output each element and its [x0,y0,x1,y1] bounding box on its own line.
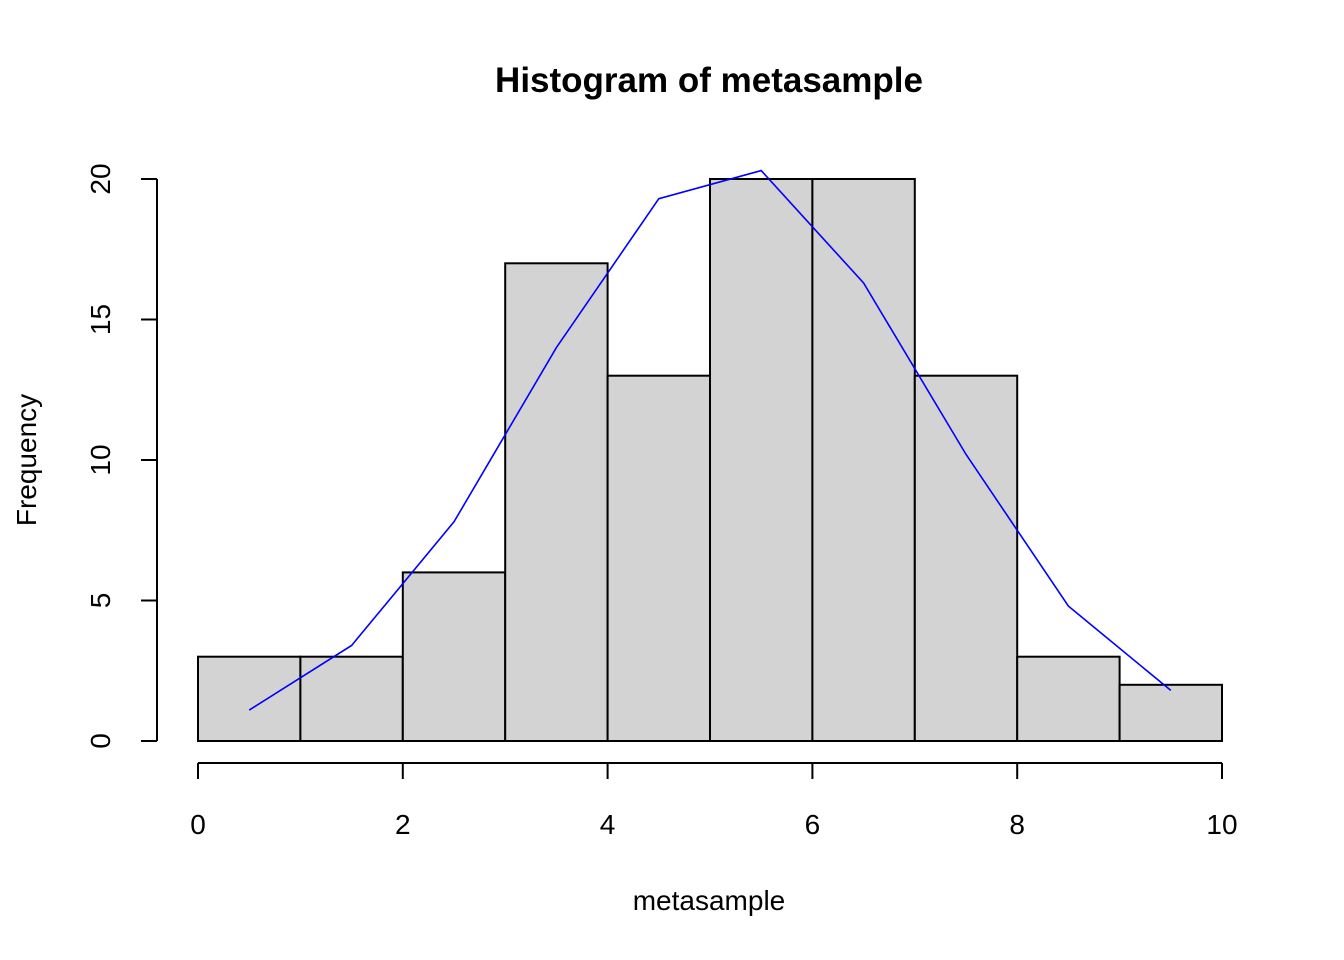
y-tick-label: 0 [85,733,116,749]
overlay-line-group [248,169,1172,711]
histogram-bar [299,655,404,743]
y-tick-label: 10 [85,444,116,475]
x-axis-label: metasample [633,885,786,916]
y-axis: 0 5 10 15 20 [85,163,158,749]
y-tick-label: 15 [85,304,116,335]
density-overlay-line [248,169,1172,711]
histogram-bar [811,178,916,742]
y-axis-label: Frequency [11,394,42,526]
histogram-bar [709,178,814,742]
bars-group [197,178,1223,743]
histogram-bar [401,571,507,743]
y-tick-label: 20 [85,163,116,194]
x-axis: 0 2 4 6 8 10 [190,762,1238,840]
histogram-bar [1118,683,1223,742]
y-tick-label: 5 [85,593,116,609]
histogram-bar [606,374,711,742]
x-tick-label: 2 [395,809,411,840]
histogram-bar [197,655,302,743]
x-tick-label: 8 [1009,809,1025,840]
x-tick-label: 10 [1206,809,1237,840]
histogram-bar [913,374,1019,742]
x-tick-label: 4 [600,809,616,840]
x-tick-label: 6 [805,809,821,840]
histogram-bar [1016,655,1121,743]
x-tick-label: 0 [190,809,206,840]
histogram-bar [504,262,609,742]
chart-title: Histogram of metasample [495,61,923,100]
